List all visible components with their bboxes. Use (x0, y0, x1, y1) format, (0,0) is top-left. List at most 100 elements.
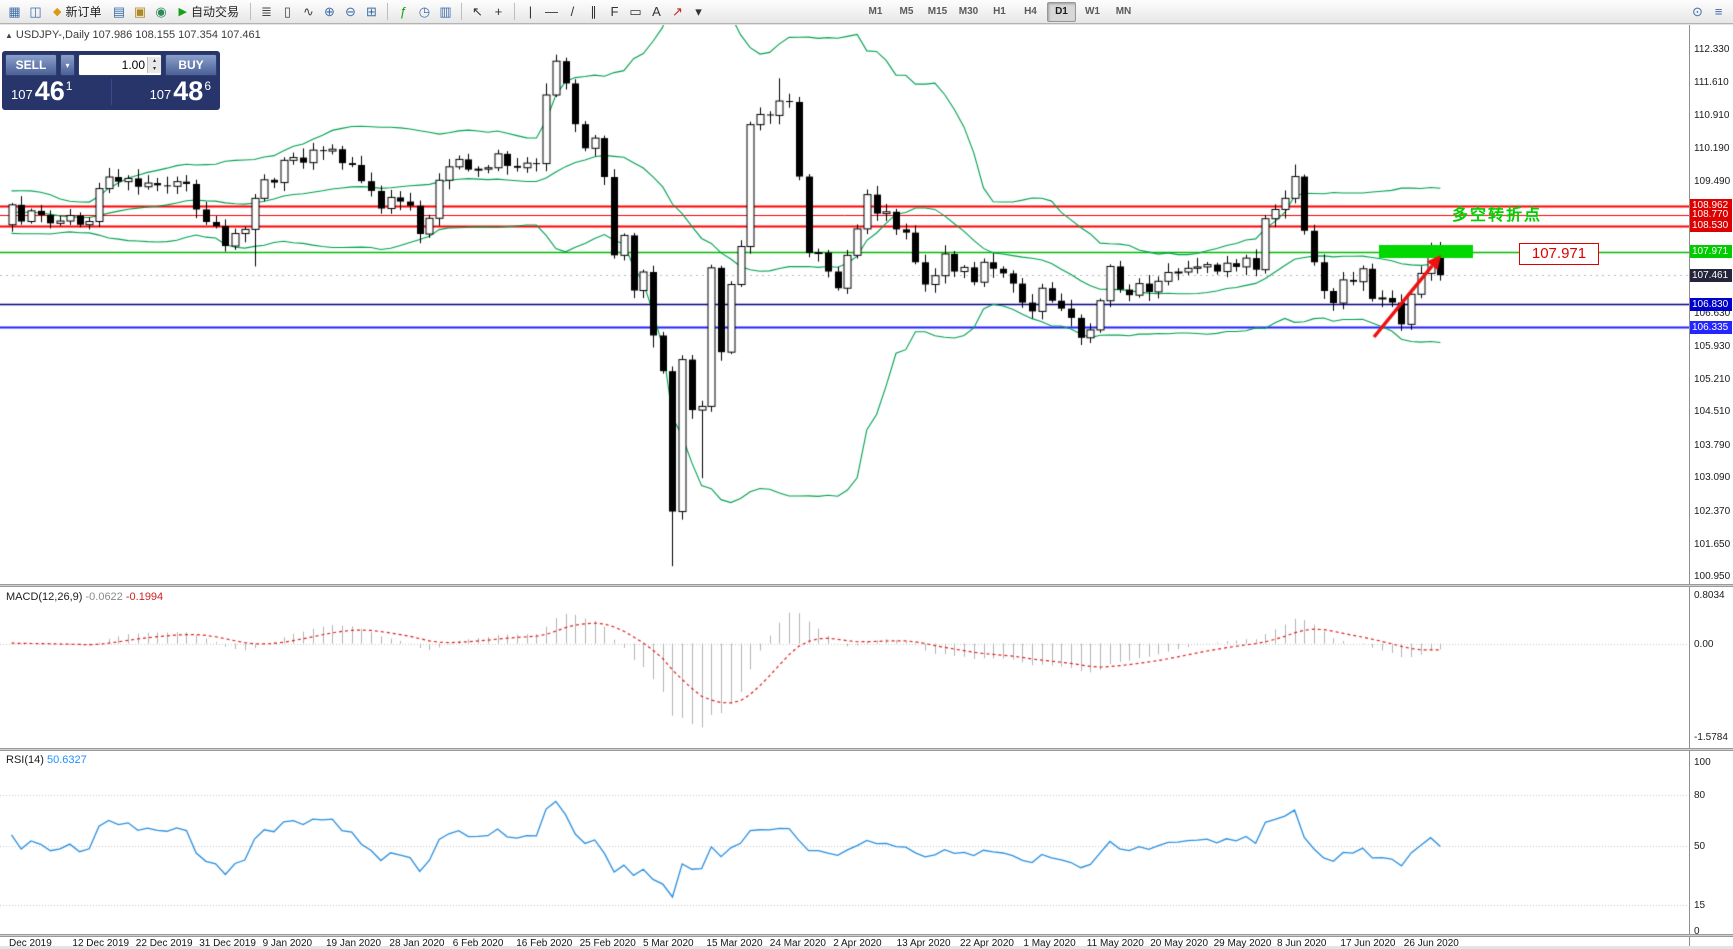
chart-canvas[interactable] (0, 25, 1689, 946)
autotrading-play-icon: ▶ (178, 6, 187, 18)
price-axis-label: 100.950 (1694, 571, 1731, 583)
timeframe-h1-button[interactable]: H1 (993, 6, 1006, 17)
date-axis-label: 12 Dec 2019 (72, 938, 130, 949)
timeframe-mn-button[interactable]: MN (1115, 6, 1132, 17)
price-axis-label: 105.930 (1694, 340, 1731, 352)
lot-decrease-icon[interactable]: ▾ (148, 65, 161, 73)
zoom-out-icon[interactable]: ⊖ (345, 3, 356, 19)
bid-whole: 107 (11, 86, 33, 102)
tile-windows-icon[interactable]: ⊞ (366, 3, 377, 19)
navigator-icon[interactable]: ◉ (155, 3, 167, 19)
timeframe-m5-button[interactable]: M5 (899, 6, 914, 17)
timeframe-h4-button[interactable]: H4 (1024, 6, 1037, 17)
ask-whole: 107 (149, 86, 172, 102)
lot-increase-icon[interactable]: ▴ (148, 57, 161, 65)
rsi-axis-label: 0 (1694, 925, 1700, 937)
timeframe-m15-button[interactable]: M15 (927, 6, 948, 17)
new-order-button[interactable]: ◆ 新订单 (47, 2, 107, 22)
macd-axis-label: -1.5784 (1694, 732, 1728, 744)
toolbar-separator (386, 3, 388, 20)
price-axis-label: 109.490 (1694, 175, 1731, 187)
rsi-label: RSI(14) 50.6327 (6, 754, 87, 766)
horizontal-line-icon[interactable]: — (544, 4, 558, 19)
timeframe-bar: M1 M5 M15 M30 H1 H4 D1 W1 MN (860, 1, 1139, 22)
date-axis-label: 1 May 2020 (1023, 938, 1076, 949)
timeframe-d1-button[interactable]: D1 (1046, 1, 1076, 22)
cursor-icon[interactable]: ↖ (472, 3, 483, 19)
date-axis-label: 5 Mar 2020 (643, 938, 694, 949)
new-chart-icon[interactable]: ▦ (8, 3, 21, 19)
date-axis-label: 20 May 2020 (1150, 938, 1209, 949)
dropdown-icon[interactable]: ▾ (695, 3, 702, 19)
fibonacci-icon[interactable]: F (610, 4, 619, 19)
chart-window-icon[interactable]: ◫ (29, 3, 42, 19)
price-divider (110, 79, 112, 105)
chart-title: ▲ USDJPY-,Daily 107.986 108.155 107.354 1… (5, 29, 261, 41)
price-axis-label: 103.790 (1694, 439, 1731, 451)
chart-window: ▲ USDJPY-,Daily 107.986 108.155 107.354 1… (0, 25, 1733, 949)
rsi-axis-label: 80 (1694, 790, 1706, 802)
vertical-line-icon[interactable]: | (528, 4, 533, 19)
turning-point-annotation: 多空转折点 (1452, 207, 1543, 224)
shapes-icon[interactable]: ▭ (629, 3, 642, 19)
toolbar-separator (460, 3, 462, 20)
templates-icon[interactable]: ▥ (439, 3, 452, 19)
search-icon[interactable]: ⊙ (1692, 3, 1703, 19)
timeframe-m30-button[interactable]: M30 (958, 6, 979, 17)
order-type-dropdown[interactable]: ▾ (60, 54, 75, 76)
sell-button[interactable]: SELL (5, 54, 57, 76)
timeframe-w1-button[interactable]: W1 (1084, 6, 1100, 17)
ask-pips: 48 (173, 76, 204, 106)
rsi-axis-label: 50 (1694, 841, 1706, 853)
candlestick-icon[interactable]: ▯ (283, 3, 292, 19)
periods-icon[interactable]: ◷ (418, 3, 431, 19)
lot-spinner: ▴ ▾ (147, 57, 161, 73)
quick-settings-icon[interactable]: ≡ (1714, 4, 1723, 19)
date-axis-label: 6 Feb 2020 (452, 938, 504, 949)
date-axis-label: 31 Dec 2019 (199, 938, 256, 949)
new-order-label: 新订单 (65, 5, 102, 19)
price-level-annotation: 107.971 (1519, 243, 1599, 265)
toolbar: ▦ ◫ ◆ 新订单 ▤ ▣ ◉ ▶ 自动交易 ≣ ▯ ∿ ⊕ ⊖ ⊞ ƒ ◷ ▥ ↖ + | — / ∥ F ▭… (0, 0, 1733, 24)
crosshair-icon[interactable]: + (494, 4, 503, 19)
macd-axis-label: 0.8034 (1694, 590, 1725, 602)
price-axis-label: 110.910 (1694, 109, 1730, 121)
date-axis-label: 26 Jun 2020 (1403, 938, 1459, 949)
market-watch-icon[interactable]: ▣ (133, 3, 147, 19)
date-axis-label: 13 Apr 2020 (896, 938, 951, 949)
bid-pips: 46 (34, 76, 65, 106)
bid-price: 107 46 1 (11, 76, 72, 106)
date-axis-label: 9 Jan 2020 (262, 938, 313, 949)
price-axis-label: 101.650 (1694, 538, 1731, 550)
text-icon[interactable]: A (652, 4, 661, 19)
lot-size-box: ▴ ▾ (78, 54, 162, 76)
date-axis-label: 19 Jan 2020 (326, 938, 382, 949)
ask-point: 6 (204, 79, 211, 93)
toolbar-separator (513, 3, 515, 20)
arrows-icon[interactable]: ↗ (672, 3, 683, 19)
date-axis-label: 2 Apr 2020 (833, 938, 882, 949)
price-badge-107.971: 107.971 (1690, 245, 1732, 259)
profiles-icon[interactable]: ▤ (112, 3, 126, 19)
zoom-in-icon[interactable]: ⊕ (324, 3, 335, 19)
bar-chart-icon[interactable]: ≣ (261, 3, 272, 19)
panel-splitter-rsi[interactable] (0, 748, 1733, 751)
date-axis-label: 16 Feb 2020 (516, 938, 573, 949)
panel-splitter-macd[interactable] (0, 584, 1733, 587)
ask-price: 107 48 6 (149, 76, 211, 106)
line-chart-icon[interactable]: ∿ (303, 3, 314, 19)
date-axis-label: 11 May 2020 (1086, 938, 1144, 949)
autotrading-button[interactable]: ▶ 自动交易 (172, 2, 244, 22)
trendline-icon[interactable]: / (570, 4, 575, 19)
toolbar-separator (249, 3, 251, 20)
indicators-icon[interactable]: ƒ (399, 4, 408, 19)
price-axis-label: 104.510 (1694, 406, 1731, 418)
channel-icon[interactable]: ∥ (590, 3, 597, 19)
collapse-icon[interactable]: ▲ (5, 31, 13, 40)
buy-button[interactable]: BUY (165, 54, 217, 76)
lot-size-input[interactable] (79, 58, 147, 72)
rsi-axis-label: 15 (1694, 900, 1706, 912)
timeframe-m1-button[interactable]: M1 (868, 6, 883, 17)
price-badge-106.335: 106.335 (1690, 320, 1732, 334)
macd-axis-label: 0.00 (1694, 638, 1714, 650)
